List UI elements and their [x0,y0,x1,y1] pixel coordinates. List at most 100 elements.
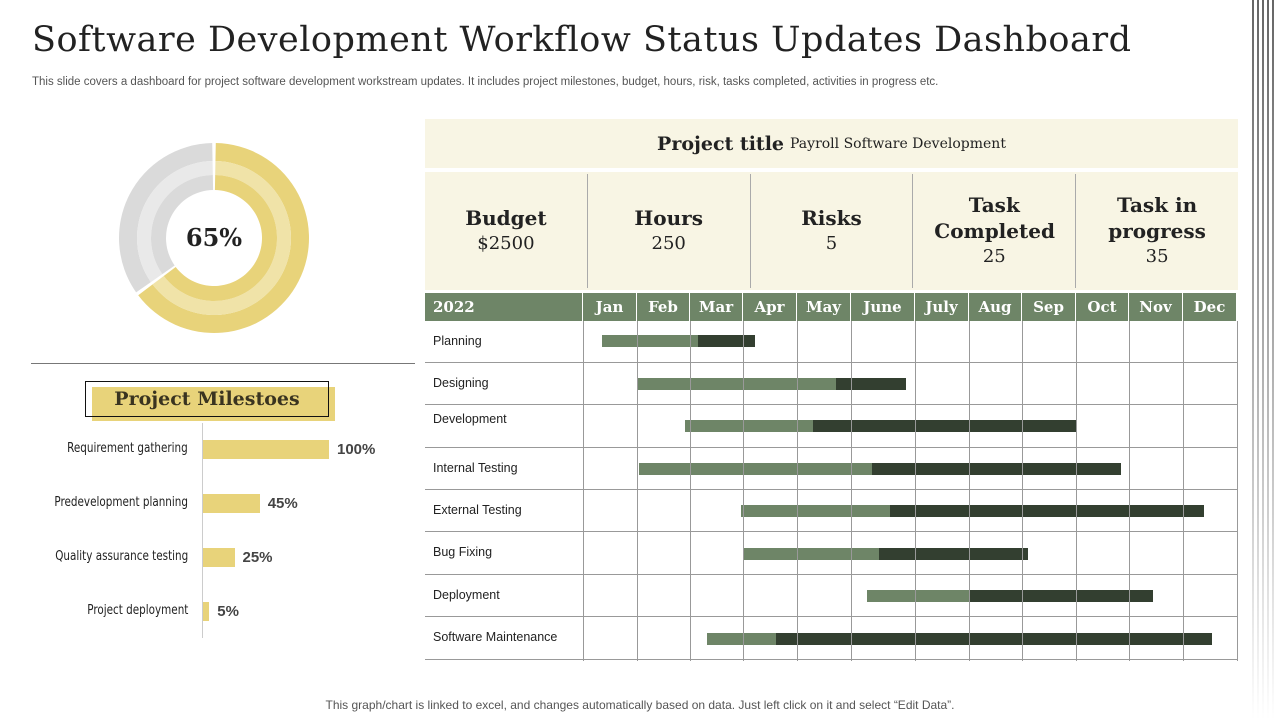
gantt-gridline [797,321,798,661]
gantt-task-label: Planning [433,334,482,348]
gantt-row [425,575,1238,617]
gantt-row [425,405,1238,448]
gantt-gridline [690,321,691,661]
progress-donut: 65% [119,143,309,333]
donut-remaining-inner [151,175,214,275]
project-title-banner: Project title Payroll Software Developme… [425,119,1238,168]
milestone-value: 45% [267,495,298,512]
gantt-gridline [1022,321,1023,661]
kpi-row: Budget $2500 Hours 250 Risks 5 Task Completed 2… [425,172,1238,290]
gantt-gridline [743,321,744,661]
kpi-task-completed: Task Completed 25 [913,174,1077,288]
kpi-label: Risks [801,206,862,230]
gantt-bar-completed [684,420,814,432]
milestone-bar [203,602,210,621]
gantt-bar-completed [867,590,971,602]
gantt-month-header: Aug [969,293,1022,321]
gantt-bar-remaining [970,590,1153,602]
gantt-task-label: Internal Testing [433,461,518,475]
gantt-row [425,363,1238,405]
kpi-task-in-progress: Task in progress 35 [1076,174,1238,288]
gantt-month-header: Apr [743,293,797,321]
milestone-value: 100% [337,441,376,458]
gantt-bar-completed [743,548,880,560]
kpi-risks: Risks 5 [751,174,914,288]
milestone-bar [203,440,329,459]
gantt-bar-remaining [890,505,1205,517]
gantt-bar-completed [637,378,836,390]
gantt-task-label: Designing [433,376,489,390]
kpi-label: Task Completed [934,193,1055,243]
gantt-bar-remaining [775,633,1213,645]
gantt-month-header: Mar [690,293,743,321]
donut-label: 65% [186,223,242,252]
milestone-bar [203,548,235,567]
decor-line [1252,0,1254,720]
gantt-row [425,490,1238,532]
page-subtitle: This slide covers a dashboard for projec… [32,76,939,88]
milestone-label: Predevelopment planning [54,495,188,510]
gantt-month-header: Jan [583,293,637,321]
gantt-gridline [1183,321,1184,661]
divider [31,363,415,364]
gantt-month-header: Sep [1022,293,1076,321]
kpi-hours: Hours 250 [588,174,751,288]
gantt-task-label: External Testing [433,503,522,517]
gantt-bar-remaining [813,420,1076,432]
milestone-label: Requirement gathering [67,441,188,456]
gantt-month-header: Feb [637,293,690,321]
gantt-row [425,321,1238,363]
gantt-bar-completed [706,633,776,645]
kpi-value: 250 [651,233,686,254]
gantt-bar-remaining [879,548,1028,560]
milestone-label: Project deployment [86,603,188,618]
gantt-gridline [1129,321,1130,661]
decor-line [1272,0,1274,720]
milestone-label: Quality assurance testing [55,549,188,564]
milestone-value: 5% [217,603,239,620]
donut-remaining-middle [137,161,213,283]
kpi-label: Task in progress [1108,193,1206,243]
gantt-gridline [637,321,638,661]
project-title-value: Payroll Software Development [790,135,1006,152]
kpi-label: Budget [465,206,547,230]
gantt-month-header: Nov [1129,293,1183,321]
milestones-axis [202,423,203,638]
decor-line [1257,0,1259,720]
kpi-label: Hours [634,206,703,230]
milestones-title: Project Milestoes [85,381,329,417]
decor-line [1267,0,1269,720]
gantt-month-header: Dec [1183,293,1237,321]
gantt-row [425,617,1238,660]
kpi-value: 35 [1145,246,1169,267]
gantt-task-label: Software Maintenance [433,630,558,644]
project-title-key: Project title [657,132,785,155]
gantt-month-header: June [851,293,915,321]
donut-remaining-outer [119,143,213,293]
gantt-bar-completed [639,463,873,475]
footer-note: This graph/chart is linked to excel, and… [325,698,955,712]
page-title: Software Development Workflow Status Upd… [32,20,1132,60]
gantt-bar-remaining [872,463,1122,475]
gantt-row [425,532,1238,575]
decor-line [1262,0,1264,720]
gantt-month-header: Oct [1076,293,1129,321]
gantt-bar-completed [740,505,891,517]
gantt-year-header: 2022 [425,293,583,321]
gantt-task-label: Bug Fixing [433,545,493,559]
gantt-bar-completed [601,335,698,347]
gantt-gridline [969,321,970,661]
milestones-header-bg [92,387,335,421]
gantt-task-label: Deployment [433,588,500,602]
kpi-value: $2500 [477,233,535,254]
gantt-month-header: July [915,293,969,321]
milestone-bar [203,494,260,513]
gantt-gridline [583,321,584,661]
gantt-gridline [1237,321,1238,661]
gantt-gridline [851,321,852,661]
gantt-gridline [915,321,916,661]
gantt-bar-remaining [697,335,755,347]
gantt-month-header: May [797,293,851,321]
gantt-task-label: Development [433,412,507,426]
gantt-gridline [1076,321,1077,661]
